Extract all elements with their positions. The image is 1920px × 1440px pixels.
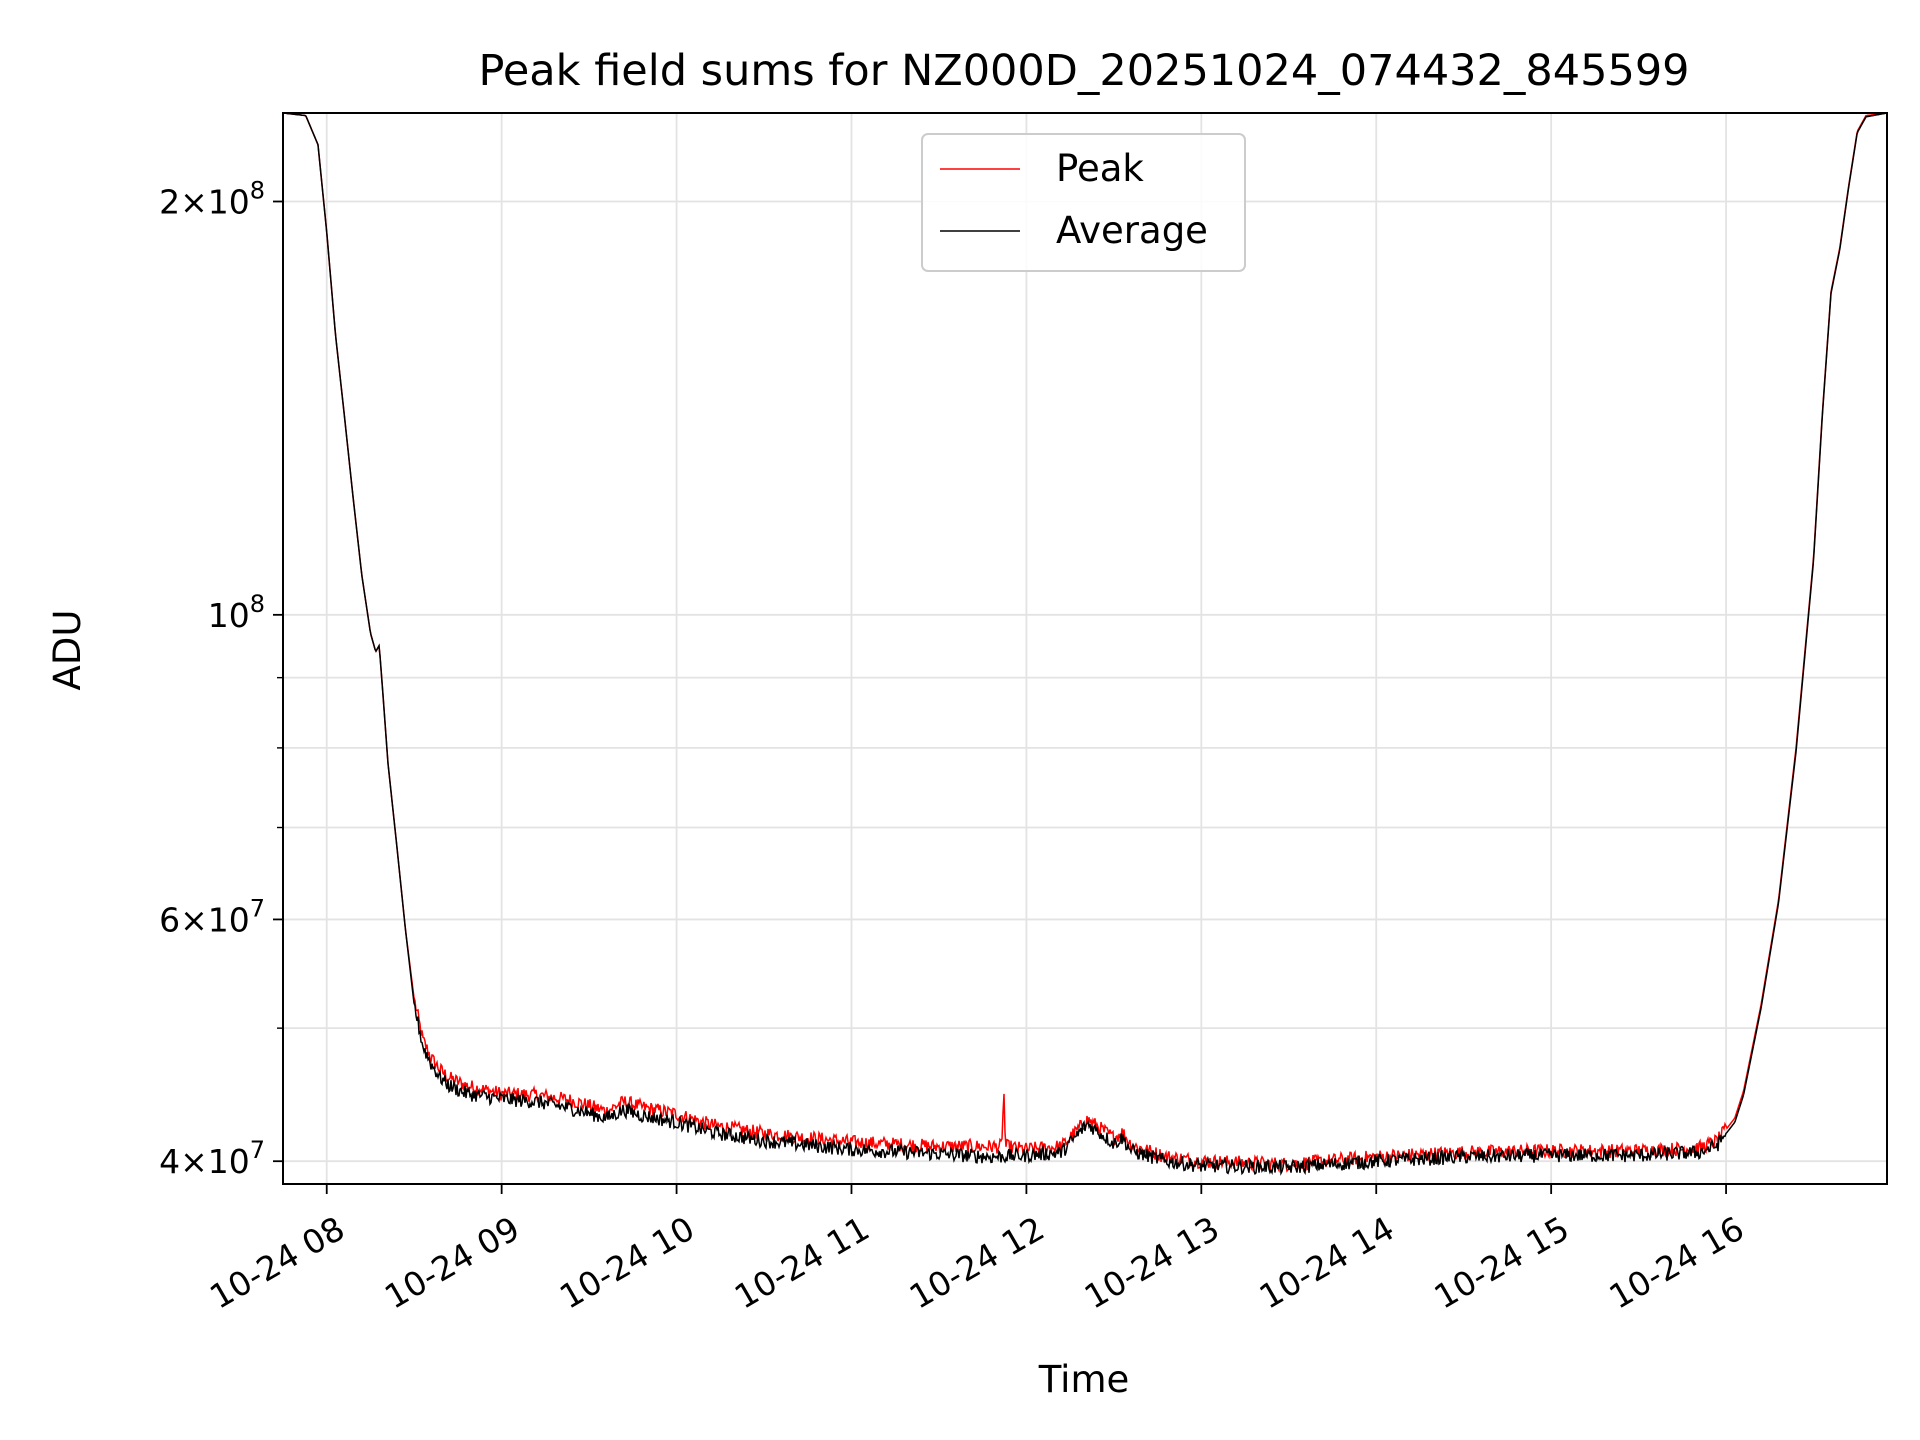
y-tick-label: 2×108	[159, 177, 265, 222]
x-tick-label: 10-24 15	[1428, 1209, 1576, 1317]
legend: Peak Average	[921, 133, 1246, 272]
y-tick-label: 4×107	[159, 1136, 265, 1181]
x-tick-label: 10-24 08	[203, 1209, 351, 1317]
chart-title: Peak field sums for NZ000D_20251024_0744…	[478, 46, 1689, 96]
y-axis-label: ADU	[46, 610, 89, 691]
x-axis-label: Time	[1038, 1358, 1130, 1401]
legend-label-average: Average	[1056, 209, 1208, 252]
y-tick-label: 6×107	[159, 894, 265, 939]
axes-frame	[282, 112, 1888, 1185]
y-tick-exponent: 7	[250, 894, 265, 922]
grid	[283, 113, 1887, 1184]
y-tick-exponent: 8	[250, 177, 265, 205]
x-tick-label: 10-24 11	[728, 1209, 876, 1317]
y-tick-label: 108	[208, 590, 265, 635]
x-tick-label: 10-24 13	[1078, 1209, 1226, 1317]
x-tick-label: 10-24 16	[1602, 1209, 1750, 1317]
x-tick-label: 10-24 14	[1253, 1209, 1401, 1317]
plot-area	[283, 113, 1887, 1176]
y-tick-exponent: 7	[250, 1136, 265, 1164]
x-tick-label: 10-24 09	[378, 1209, 526, 1317]
legend-label-peak: Peak	[1056, 147, 1144, 190]
y-tick-exponent: 8	[250, 590, 265, 618]
x-tick-label: 10-24 10	[553, 1209, 701, 1317]
y-tick-mantissa: 2	[159, 183, 180, 222]
y-tick-mantissa: 4	[159, 1142, 180, 1181]
series-line-average	[283, 113, 1887, 1176]
y-tick-mantissa: 6	[159, 900, 180, 939]
x-tick-label: 10-24 12	[903, 1209, 1051, 1317]
